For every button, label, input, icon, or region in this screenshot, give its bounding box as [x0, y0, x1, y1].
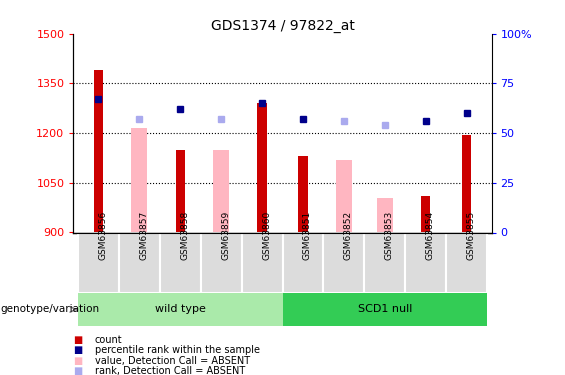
- Bar: [324, 232, 364, 292]
- Bar: [282, 292, 488, 326]
- Text: GSM63855: GSM63855: [467, 211, 476, 260]
- Bar: [77, 292, 282, 326]
- Text: percentile rank within the sample: percentile rank within the sample: [95, 345, 260, 355]
- Text: GSM63851: GSM63851: [303, 211, 312, 260]
- Text: GSM63854: GSM63854: [426, 211, 435, 260]
- Text: rank, Detection Call = ABSENT: rank, Detection Call = ABSENT: [95, 366, 245, 375]
- Bar: [462, 135, 471, 232]
- Title: GDS1374 / 97822_at: GDS1374 / 97822_at: [211, 19, 354, 33]
- Bar: [406, 232, 446, 292]
- Text: GSM63856: GSM63856: [98, 211, 107, 260]
- Text: value, Detection Call = ABSENT: value, Detection Call = ABSENT: [95, 356, 250, 366]
- Bar: [258, 103, 267, 232]
- Bar: [282, 232, 324, 292]
- Bar: [421, 196, 431, 232]
- Text: wild type: wild type: [155, 304, 206, 314]
- Bar: [119, 232, 159, 292]
- Text: ■: ■: [73, 345, 82, 355]
- Bar: [94, 70, 103, 232]
- Bar: [298, 156, 307, 232]
- Text: ■: ■: [73, 335, 82, 345]
- Bar: [201, 232, 241, 292]
- Bar: [364, 232, 406, 292]
- Bar: [77, 232, 119, 292]
- Bar: [377, 198, 393, 232]
- Bar: [131, 128, 147, 232]
- Text: GSM63857: GSM63857: [139, 211, 148, 260]
- Bar: [446, 232, 488, 292]
- Bar: [336, 160, 352, 232]
- Text: SCD1 null: SCD1 null: [358, 304, 412, 314]
- Text: GSM63859: GSM63859: [221, 211, 230, 260]
- Bar: [241, 232, 282, 292]
- Bar: [176, 150, 185, 232]
- Text: count: count: [95, 335, 123, 345]
- Text: ■: ■: [73, 356, 82, 366]
- Text: ■: ■: [73, 366, 82, 375]
- Bar: [159, 232, 201, 292]
- Bar: [213, 150, 229, 232]
- Text: GSM63860: GSM63860: [262, 211, 271, 260]
- Text: GSM63853: GSM63853: [385, 211, 394, 260]
- Text: GSM63852: GSM63852: [344, 211, 353, 260]
- Text: GSM63858: GSM63858: [180, 211, 189, 260]
- Text: genotype/variation: genotype/variation: [0, 304, 99, 314]
